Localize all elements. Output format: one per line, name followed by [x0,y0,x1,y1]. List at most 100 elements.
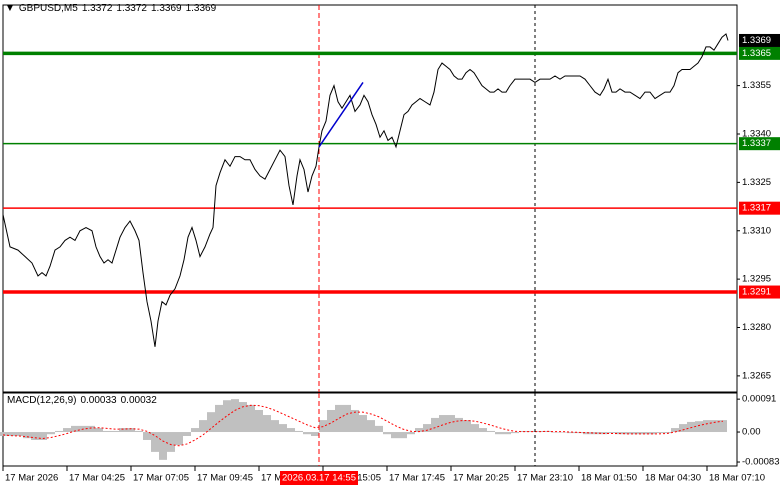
y-tick-label: -0.00083 [742,457,780,468]
level-label: 1.3365 [742,48,771,59]
macd-bar [487,430,495,433]
level-label-box [739,285,780,299]
macd-bar [279,424,287,433]
x-tick-label: 17 Mar 17:45 [389,473,445,484]
macd-bar [191,428,199,433]
macd-bar [455,417,463,433]
macd-bar [119,428,127,433]
macd-bar [719,420,727,433]
macd-bar [383,432,391,435]
level-label: 1.3317 [742,203,771,214]
x-tick-label: 17 Mar 23:10 [517,473,573,484]
macd-bar [55,430,63,433]
macd-bar [471,424,479,433]
chart-title: GBPUSD,M5 [18,3,78,14]
macd-bar [231,399,239,433]
macd-bar [447,415,455,433]
crosshair-label-box [280,471,358,485]
macd-bar [551,432,559,433]
price-pane [2,4,738,393]
macd-bar [423,424,431,433]
menu-icon: ▼ [5,3,15,14]
macd-bar [295,430,303,433]
macd-bar [687,421,695,433]
macd-bar [47,432,55,435]
y-tick-label: 0.00 [742,427,761,438]
macd-bar [63,428,71,433]
price-line [2,33,729,347]
macd-bar [703,420,711,433]
macd-bar [71,425,79,433]
macd-bar [607,432,615,434]
macd-bar [511,432,519,434]
chart-header: ▼ GBPUSD,M5 1.3372 1.3372 1.3369 1.3369 [5,3,220,14]
macd-bar [623,432,631,435]
level-label-box [739,201,780,215]
level-label: 1.3291 [742,287,771,298]
macd-bar [599,432,607,435]
macd-bar [679,424,687,433]
macd-bar [7,432,15,437]
ohlc-value: 1.3372 [116,3,147,14]
macd-bar [247,404,255,433]
macd-bar [327,409,335,433]
indicator-header: MACD(12,26,9) 0.00033 0.00032 [7,395,161,406]
macd-bar [167,432,175,452]
macd-bar [695,421,703,433]
macd-bar [647,432,655,435]
macd-bar [367,420,375,433]
current-price-label: 1.3369 [742,35,771,46]
crosshair-label: 2026.03.17 14:55 [282,473,356,484]
macd-bar [199,420,207,433]
macd-bar [391,432,399,439]
macd-bar [503,432,511,435]
macd-bar [15,432,23,437]
macd-bar [335,404,343,433]
macd-bar [359,415,367,433]
macd-bar [143,432,151,440]
y-tick-label: 1.3310 [742,225,771,236]
macd-bar [311,432,319,437]
indicator-value: 0.00032 [120,395,157,406]
macd-bar [159,432,167,460]
macd-bar [519,430,527,433]
macd-bar [663,432,671,434]
macd-bar [183,432,191,437]
macd-bar [207,412,215,433]
macd-bar [495,432,503,435]
macd-bar [583,432,591,435]
macd-bar [439,415,447,433]
macd-bar [151,432,159,452]
macd-bar [615,432,623,435]
macd-bar [303,432,311,435]
x-tick-label: 17 Mar 20:25 [453,473,509,484]
y-tick-label: 0.00091 [742,394,776,405]
macd-bar [671,428,679,433]
x-tick-label: 17 Mar 2026 [5,473,58,484]
macd-bar [0,432,7,437]
macd-bar [559,432,567,433]
ohlc-value: 1.3369 [185,3,217,14]
macd-bar [567,432,575,434]
macd-bar [351,409,359,433]
macd-bar [711,420,719,433]
ohlc-value: 1.3369 [151,3,182,14]
trend-line [318,81,364,148]
level-label-box [739,46,780,60]
y-tick-label: 1.3355 [742,80,771,91]
y-tick-label: 1.3295 [742,274,771,285]
macd-bar [431,417,439,433]
macd-bar [415,428,423,433]
macd-bar [543,430,551,433]
macd-bar [39,432,47,440]
macd-bar [591,432,599,435]
macd-bar [263,415,271,433]
macd-bar [111,430,119,433]
current-price-box [739,33,780,47]
macd-bar [95,428,103,433]
macd-bar [255,409,263,433]
macd-bar [463,420,471,433]
macd-bar [135,430,143,433]
x-tick-label: 18 Mar 01:50 [581,473,637,484]
